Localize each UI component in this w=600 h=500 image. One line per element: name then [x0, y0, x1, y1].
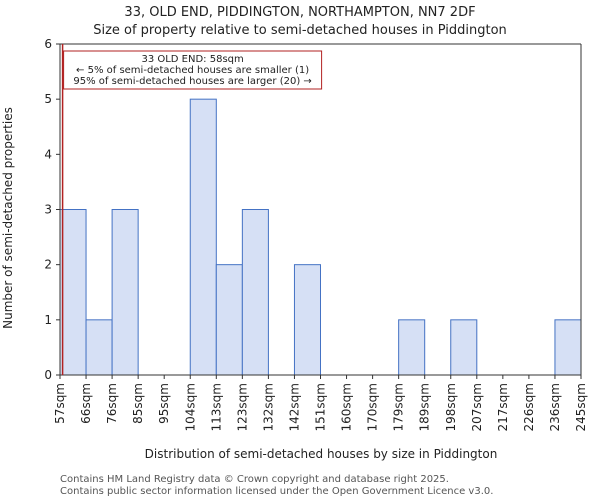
x-tick-label-226sqm: 226sqm — [522, 383, 536, 431]
bar-113sqm — [215, 264, 243, 376]
chart-title: 33, OLD END, PIDDINGTON, NORTHAMPTON, NN… — [124, 5, 475, 20]
bar-142sqm — [293, 264, 322, 376]
x-tick-label-207sqm: 207sqm — [470, 383, 484, 431]
x-tick-label-95sqm: 95sqm — [157, 383, 171, 424]
x-axis-label: Distribution of semi-detached houses by … — [145, 447, 498, 461]
y-tick-label-1: 1 — [44, 313, 52, 327]
footer-line-1: Contains HM Land Registry data © Crown c… — [60, 474, 449, 485]
y-tick-label-3: 3 — [44, 203, 52, 217]
x-tick-label-104sqm: 104sqm — [183, 383, 197, 431]
y-tick-label-6: 6 — [44, 37, 52, 51]
annotation-line-2: ← 5% of semi-detached houses are smaller… — [76, 65, 309, 76]
annotation-line-1: 33 OLD END: 58sqm — [141, 54, 243, 65]
x-tick-label-217sqm: 217sqm — [496, 383, 510, 431]
plot-area: 0 1 2 3 4 5 6 57sqm 66sqm 76sqm 85sqm 95sqm 104sqm 11… — [44, 37, 588, 431]
bar-66sqm — [85, 319, 113, 376]
x-tick-label-132sqm: 132sqm — [261, 383, 275, 431]
x-tick-label-245sqm: 245sqm — [574, 383, 588, 431]
bar-57sqm — [59, 209, 87, 376]
bar-123sqm — [241, 209, 269, 376]
x-tick-label-57sqm: 57sqm — [53, 383, 67, 424]
x-tick-label-76sqm: 76sqm — [105, 383, 119, 424]
x-tick-label-189sqm: 189sqm — [418, 383, 432, 431]
bar-179sqm — [398, 319, 426, 376]
x-tick-label-123sqm: 123sqm — [235, 383, 249, 431]
x-tick-label-113sqm: 113sqm — [209, 383, 223, 431]
y-axis-label: Number of semi-detached properties — [1, 107, 15, 329]
footer-line-2: Contains public sector information licen… — [60, 486, 493, 497]
x-tick-label-142sqm: 142sqm — [287, 383, 301, 431]
x-tick-label-85sqm: 85sqm — [131, 383, 145, 424]
y-tick-label-5: 5 — [44, 92, 52, 106]
bar-104sqm — [189, 98, 217, 376]
x-tick-label-66sqm: 66sqm — [79, 383, 93, 424]
x-tick-label-151sqm: 151sqm — [314, 383, 328, 431]
x-tick-label-179sqm: 179sqm — [392, 383, 406, 431]
x-tick-label-170sqm: 170sqm — [366, 383, 380, 431]
x-tick-label-198sqm: 198sqm — [444, 383, 458, 431]
annotation-box — [63, 50, 323, 90]
annotation-line-3: 95% of semi-detached houses are larger (… — [73, 76, 311, 87]
bar-236sqm — [554, 319, 582, 376]
x-tick-label-160sqm: 160sqm — [340, 383, 354, 431]
bar-198sqm — [450, 319, 478, 376]
y-tick-label-0: 0 — [44, 368, 52, 382]
x-tick-label-236sqm: 236sqm — [548, 383, 562, 431]
y-tick-label-2: 2 — [44, 258, 52, 272]
y-tick-label-4: 4 — [44, 147, 52, 161]
chart-subtitle: Size of property relative to semi-detach… — [93, 23, 507, 38]
bar-76sqm — [111, 209, 139, 376]
